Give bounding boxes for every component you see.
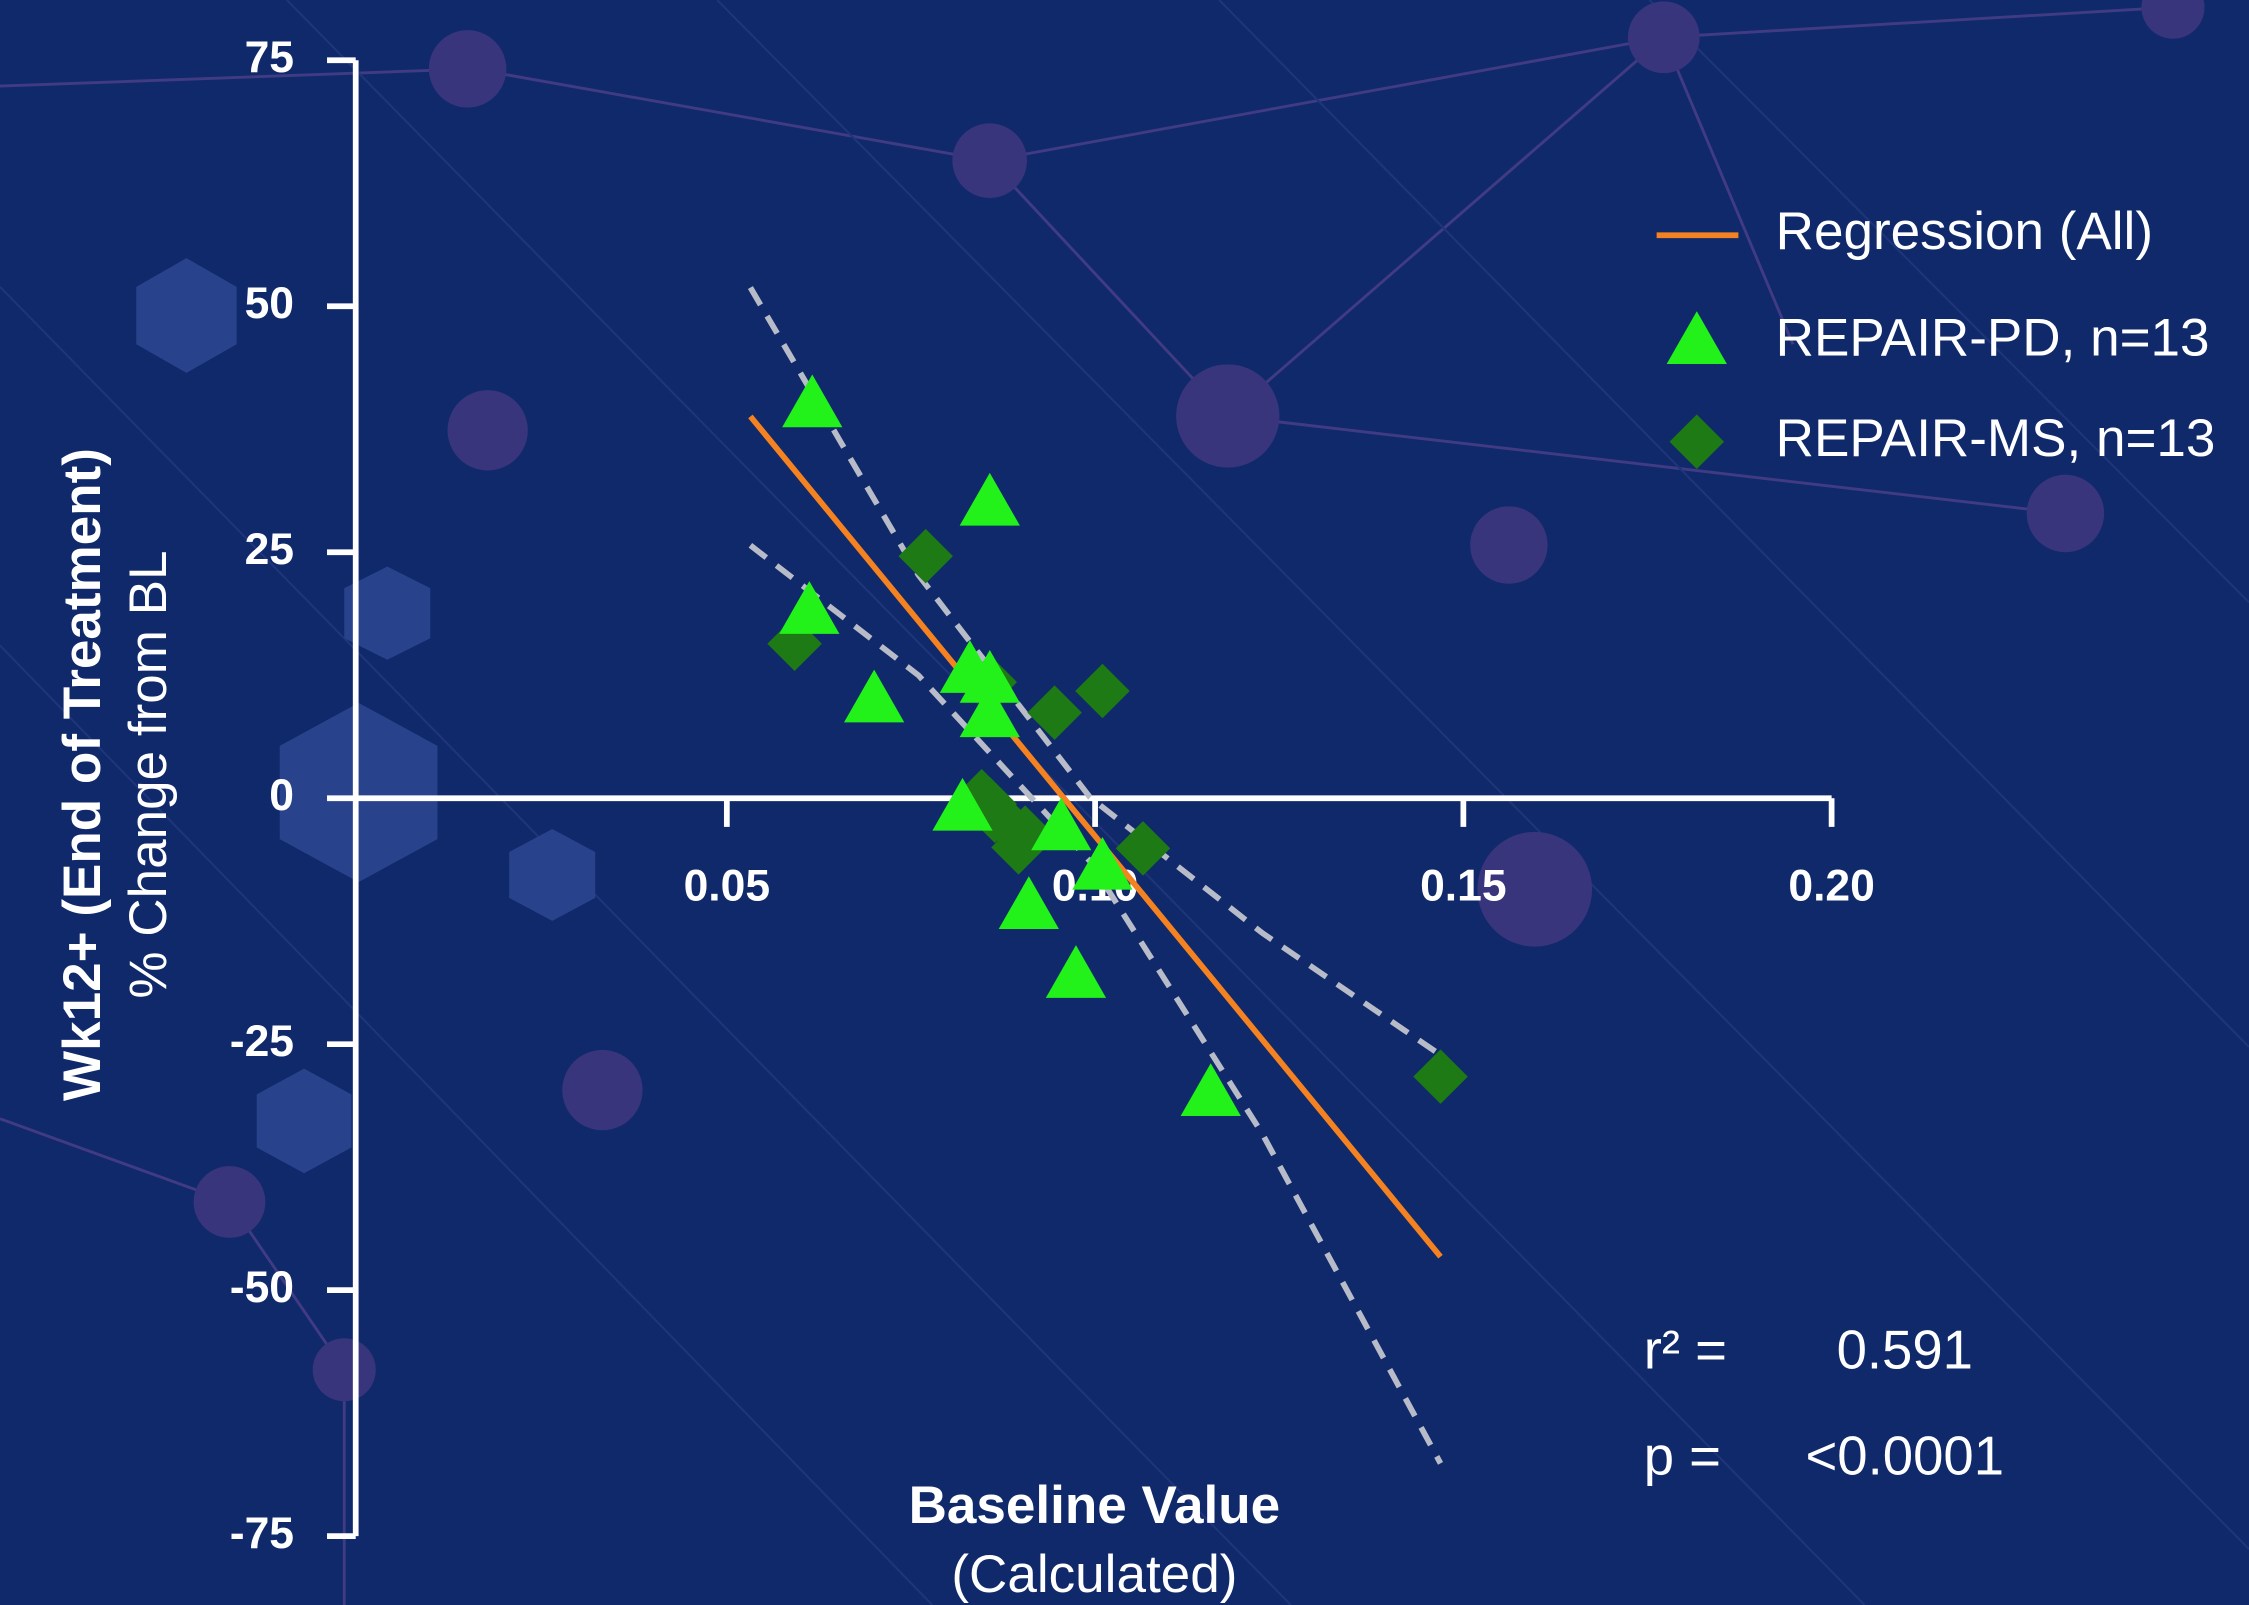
y-tick-label: 0 [269,771,294,820]
legend-label: Regression (All) [1776,202,2153,261]
y-tick-label: -25 [230,1017,294,1066]
y-tick-label: 75 [245,33,294,82]
y-tick-label: -75 [230,1509,294,1558]
stat-label: p = [1644,1426,1721,1487]
y-axis-label: Wk12+ (End of Treatment) [53,448,112,1101]
x-axis-label: Baseline Value [909,1476,1281,1535]
stat-value: <0.0001 [1805,1426,2004,1487]
y-tick-label: 25 [245,525,294,574]
x-tick-label: 0.15 [1420,861,1507,910]
y-axis-sublabel: % Change from BL [119,550,178,998]
legend-label: REPAIR-MS, n=13 [1776,409,2216,468]
stat-label: r² = [1644,1319,1727,1380]
chart: Wk12+ (End of Treatment) % Change from B… [0,0,2249,1605]
stat-value: 0.591 [1837,1319,1973,1380]
legend-label: REPAIR-PD, n=13 [1776,308,2210,367]
x-tick-label: 0.20 [1788,861,1875,910]
y-tick-label: -50 [230,1263,294,1312]
x-tick-label: 0.05 [684,861,771,910]
x-axis-sublabel: (Calculated) [951,1545,1237,1604]
y-tick-label: 50 [245,279,294,328]
